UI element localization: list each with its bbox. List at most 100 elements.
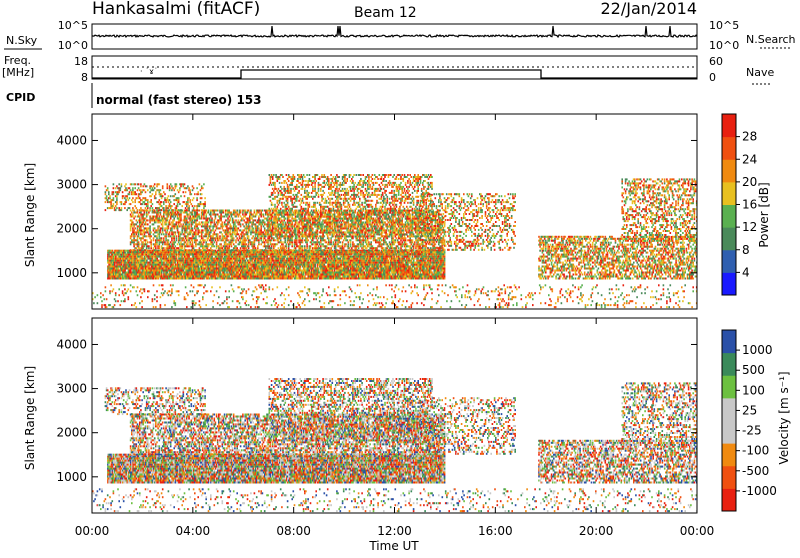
data-cell [132,214,134,216]
data-cell [167,229,169,231]
data-cell [203,270,205,272]
data-cell [243,258,245,260]
data-cell [141,253,143,255]
data-cell [430,270,432,272]
data-cell [312,268,314,270]
data-cell [266,256,268,258]
data-cell [150,245,152,247]
data-cell [192,214,194,216]
data-cell [142,251,144,253]
data-cell [169,233,171,235]
nsky-label: N.Sky [6,34,38,47]
data-cell [139,243,141,245]
data-cell [153,239,155,241]
data-cell [160,221,162,223]
data-cell [284,268,286,270]
data-cell [229,276,231,278]
data-cell [146,243,148,245]
data-cell [156,235,158,237]
data-cell [134,235,136,237]
data-cell [186,229,188,231]
data-cell [203,278,205,280]
data-cell [193,235,195,237]
data-cell [198,266,200,268]
data-cell [173,239,175,241]
data-cell [146,249,148,251]
data-cell [159,243,161,245]
data-cell [304,268,306,270]
data-cell [444,278,446,280]
data-cell [202,266,204,268]
data-cell [146,239,148,241]
data-cell [416,268,418,270]
data-cell [430,260,432,262]
data-cell [160,249,162,251]
data-cell [144,229,146,231]
data-cell [145,258,147,260]
data-cell [412,256,414,258]
data-cell [180,212,182,214]
data-cell [179,221,181,223]
nsky-tick-top: 10^5 [58,19,88,32]
data-cell [122,274,124,276]
data-cell [163,247,165,249]
data-cell [444,276,446,278]
data-cell [164,229,166,231]
data-cell [317,266,319,268]
data-cell [153,229,155,231]
data-cell [162,221,164,223]
data-cell [147,241,149,243]
data-cell [133,229,135,231]
freq-tick-bottom: 8 [81,71,88,84]
data-cell [177,243,179,245]
data-cell [186,249,188,251]
data-cell [180,219,182,221]
data-cell [169,221,171,223]
data-cell [142,241,144,243]
data-cell [133,237,135,239]
data-cell [318,270,320,272]
data-cell [192,212,194,214]
data-cell [180,274,182,276]
data-cell [281,254,283,256]
data-cell [293,266,295,268]
data-cell [246,258,248,260]
data-cell [300,268,302,270]
data-cell [131,212,133,214]
data-cell [160,231,162,233]
data-cell [178,253,180,255]
data-cell [334,270,336,272]
data-cell [137,237,139,239]
data-cell [115,256,117,258]
data-cell [188,256,190,258]
data-cell [181,247,183,249]
data-cell [186,212,188,214]
data-cell [138,233,140,235]
data-cell [211,256,213,258]
data-cell [165,235,167,237]
data-cell [163,237,165,239]
data-cell [184,243,186,245]
data-cell [188,214,190,216]
data-cell [179,239,181,241]
data-cell [284,270,286,272]
freq-trace [92,70,697,78]
data-cell [146,212,148,214]
data-cell [156,231,158,233]
data-cell [155,251,157,253]
data-cell [179,225,181,227]
data-cell [417,272,419,274]
data-cell [152,258,154,260]
data-cell [173,227,175,229]
data-cell [336,256,338,258]
data-cell [161,272,163,274]
data-cell [183,270,185,272]
data-cell [149,237,151,239]
data-cell [138,235,140,237]
data-cell [150,241,152,243]
data-cell [376,256,378,258]
data-cell [332,270,334,272]
data-cell [348,268,350,270]
